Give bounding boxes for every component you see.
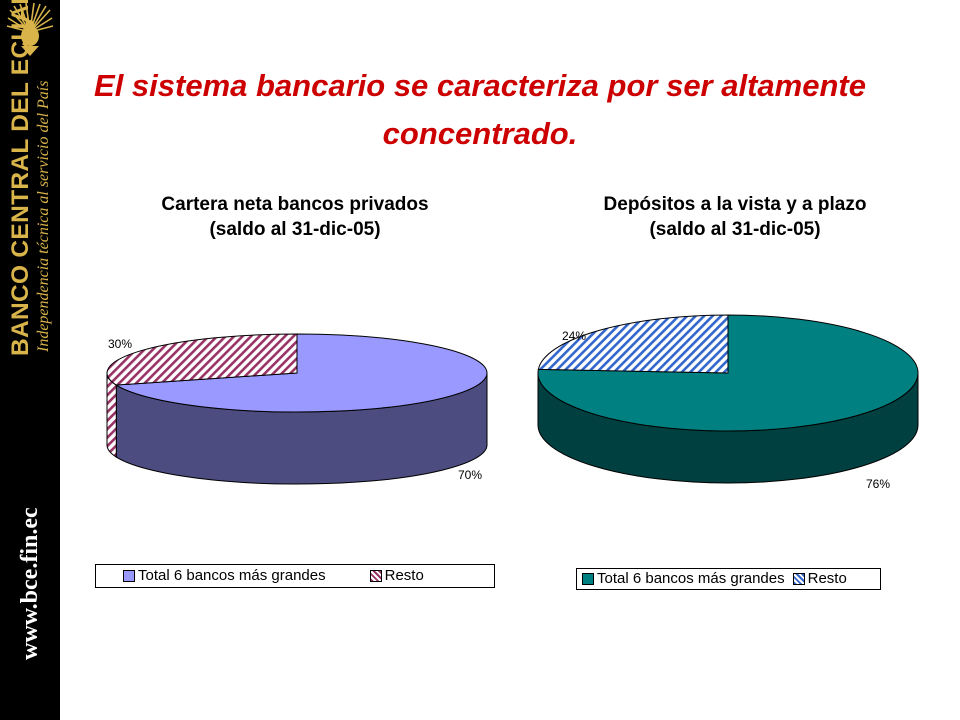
legend-label: Resto: [384, 567, 424, 584]
pie-slice-resto: [106, 333, 298, 386]
pie-slice-side: [106, 372, 117, 458]
pie-chart-depositos: 76% 24%: [537, 314, 919, 491]
chart-subtitle-line: (saldo al 31-dic-05): [649, 219, 821, 240]
legend-swatch: [369, 570, 382, 582]
legend-swatch: [582, 573, 594, 585]
pie-data-label: 30%: [108, 337, 132, 351]
legend-label: Total 6 bancos más grandes: [597, 570, 785, 587]
pie-data-label: 76%: [866, 477, 890, 491]
legend-entry: Resto: [369, 567, 424, 585]
pie-slice-resto: [537, 314, 729, 374]
chart-title-line: Depósitos a la vista y a plazo: [603, 194, 867, 215]
legend-label: Total 6 bancos más grandes: [138, 567, 326, 584]
sidebar: BANCO CENTRAL DEL ECUADOR Independencia …: [0, 0, 60, 720]
chart-title-line: Cartera neta bancos privados: [161, 194, 429, 215]
legend-entry: Resto: [792, 570, 847, 588]
legend-swatch: [792, 573, 805, 585]
pie-chart-cartera: 70% 30%: [106, 333, 488, 485]
chart-title-cartera: Cartera neta bancos privados (saldo al 3…: [120, 192, 470, 242]
legend-swatch: [123, 570, 135, 582]
legend-entry: Total 6 bancos más grandes: [582, 570, 785, 588]
slide-title: El sistema bancario se caracteriza por s…: [94, 68, 866, 151]
pie-slice-total-6-bancos: [114, 333, 488, 413]
chart-title-depositos: Depósitos a la vista y a plazo (saldo al…: [560, 192, 910, 242]
pie-data-label: 24%: [562, 329, 586, 343]
chart-subtitle-line: (saldo al 31-dic-05): [209, 219, 381, 240]
legend-depositos: Total 6 bancos más grandes Resto: [576, 568, 881, 590]
legend-entry: Total 6 bancos más grandes: [123, 567, 326, 585]
condor-crest-icon: [6, 2, 54, 56]
pie-data-label: 70%: [458, 468, 482, 482]
legend-label: Resto: [807, 570, 847, 587]
legend-cartera: Total 6 bancos más grandes Resto: [95, 564, 495, 588]
